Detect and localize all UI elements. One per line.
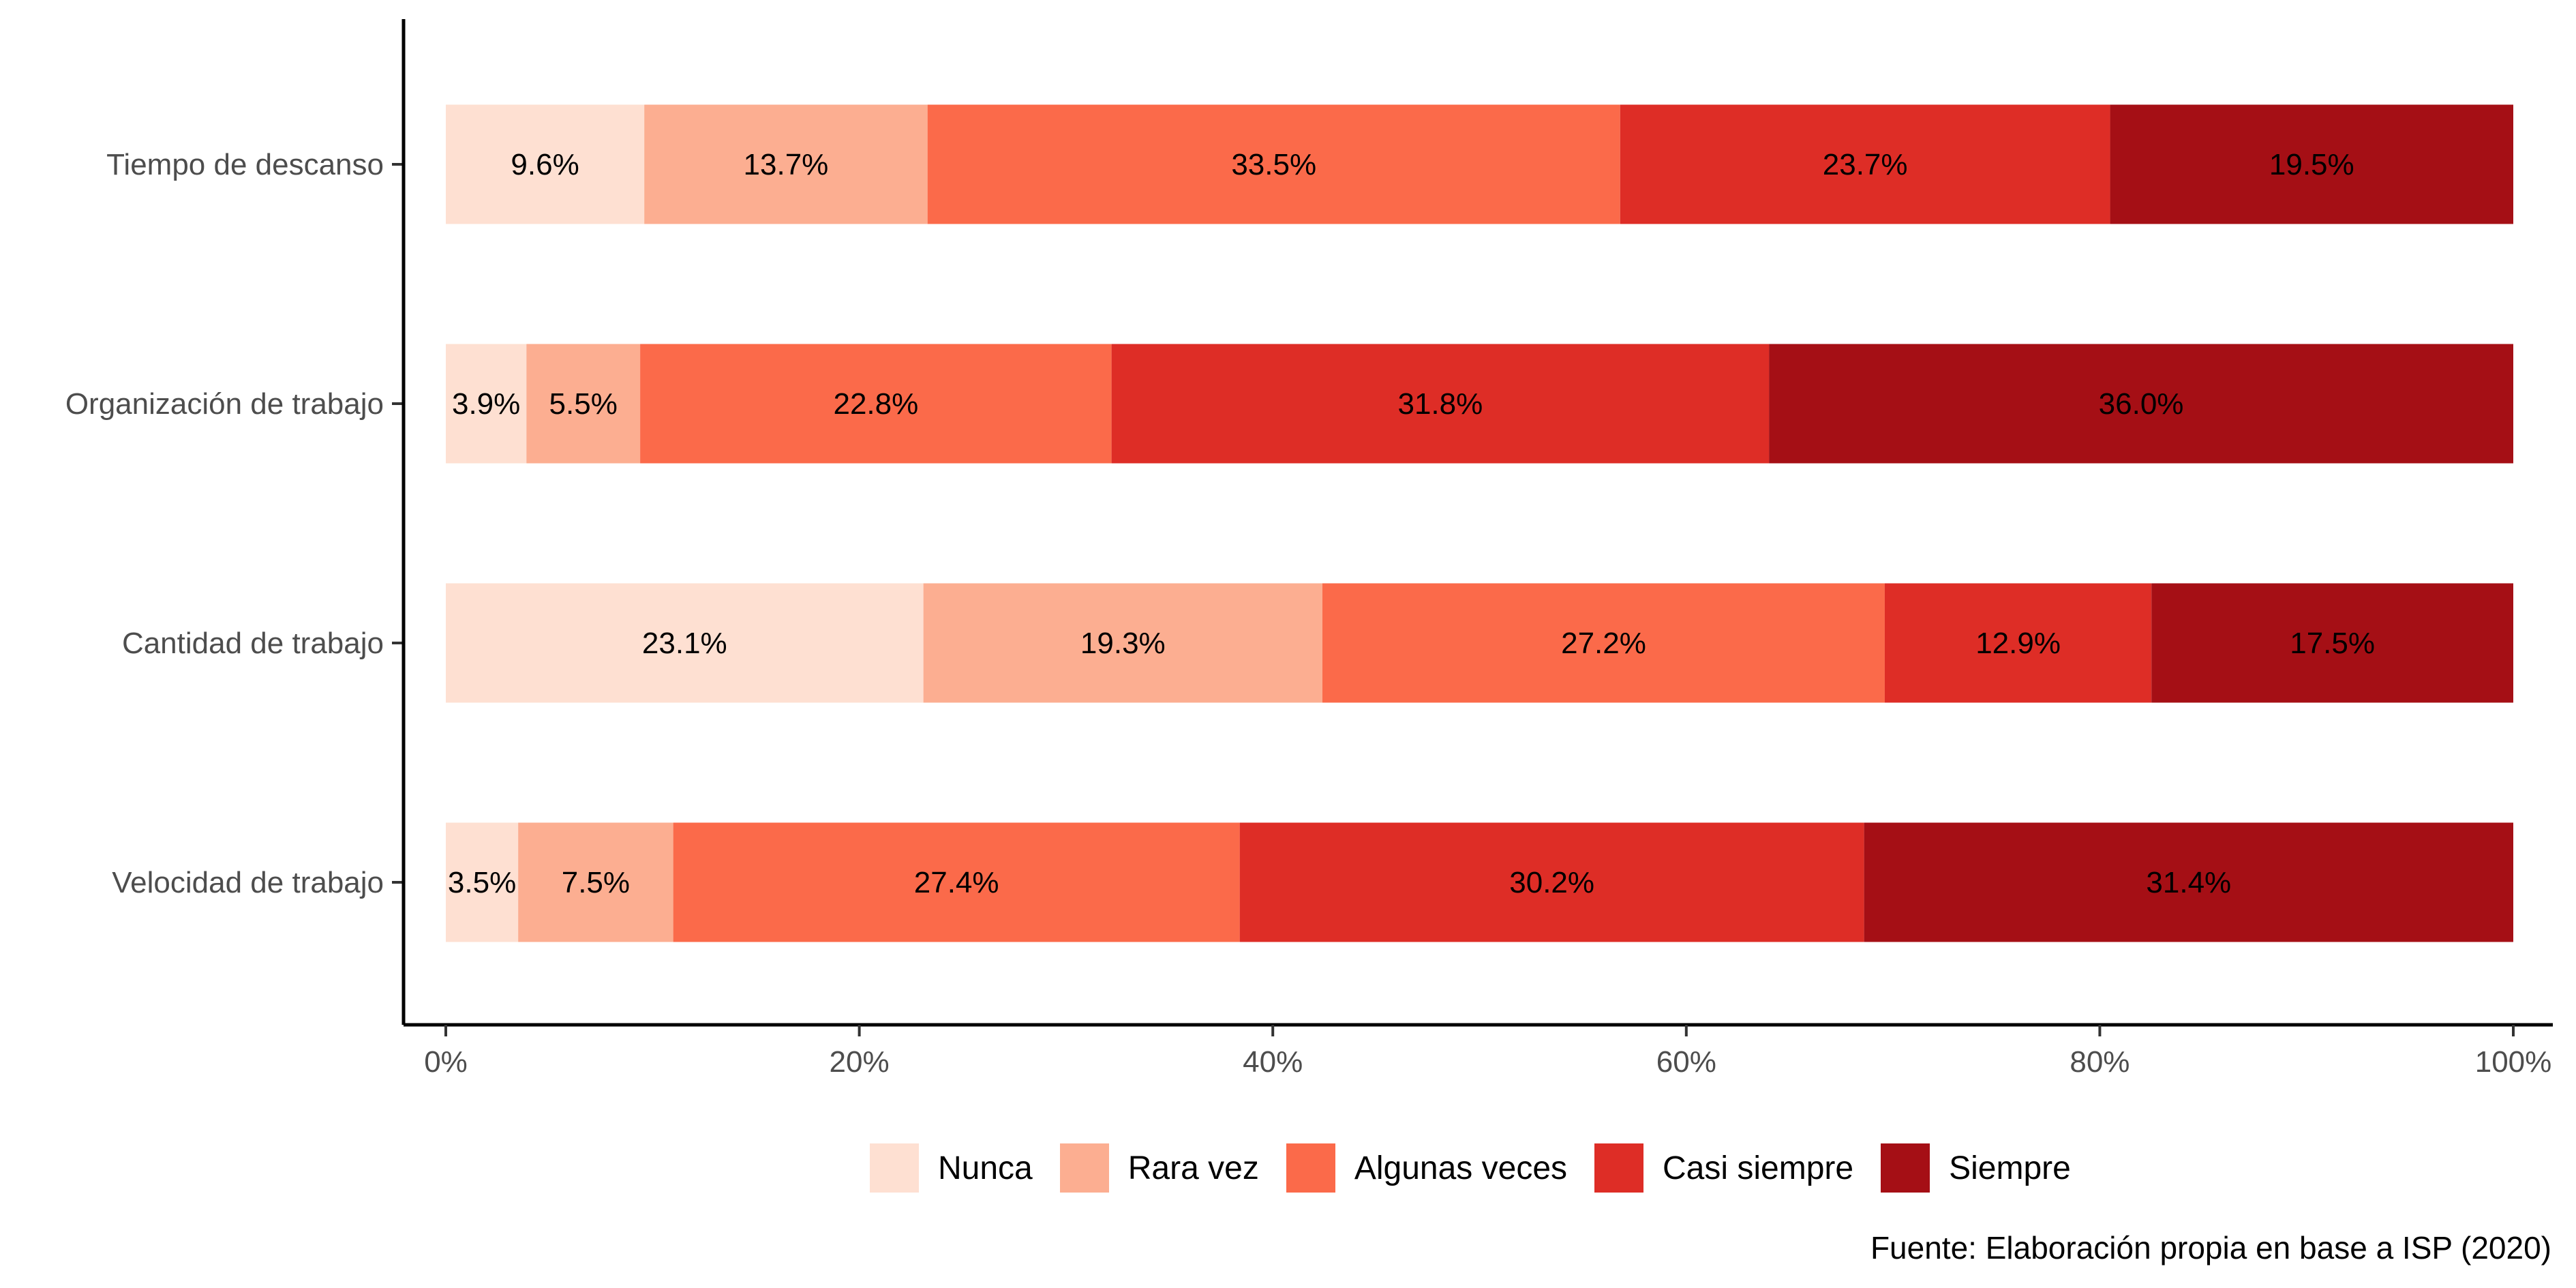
bar-segment: [1884, 583, 2152, 703]
data-label: 19.5%: [2269, 148, 2354, 181]
legend-item: Casi siempre: [1594, 1143, 1853, 1193]
legend-swatch: [1286, 1143, 1335, 1193]
legend-label: Nunca: [938, 1150, 1033, 1186]
x-tick-label: 60%: [1656, 1045, 1716, 1079]
category-label: Organización de trabajo: [65, 387, 384, 421]
data-label: 22.8%: [833, 387, 918, 421]
data-label: 7.5%: [562, 866, 630, 899]
bar-segment: [923, 583, 1322, 703]
category-label: Cantidad de trabajo: [122, 627, 384, 660]
bar-segment: [446, 822, 519, 942]
bar-segment: [446, 344, 527, 464]
bar-segment: [2110, 104, 2513, 224]
chart-caption: Fuente: Elaboración propia en base a ISP…: [1870, 1230, 2551, 1265]
category-label: Velocidad de trabajo: [112, 866, 384, 899]
bar-segment: [1769, 344, 2513, 464]
x-tick-label: 0%: [424, 1045, 468, 1079]
data-label: 3.9%: [452, 387, 520, 421]
x-tick-label: 100%: [2475, 1045, 2552, 1079]
data-label: 27.2%: [1561, 627, 1646, 660]
bar-segment: [640, 344, 1112, 464]
legend-swatch: [1594, 1143, 1644, 1193]
legend-label: Casi siempre: [1663, 1150, 1854, 1186]
legend-item: Algunas veces: [1286, 1143, 1567, 1193]
category-label: Tiempo de descanso: [106, 148, 384, 181]
data-label: 23.1%: [642, 627, 727, 660]
data-label: 31.4%: [2146, 866, 2231, 899]
legend-label: Siempre: [1949, 1150, 2071, 1186]
data-label: 36.0%: [2099, 387, 2184, 421]
data-label: 13.7%: [744, 148, 829, 181]
data-label: 19.3%: [1080, 627, 1166, 660]
bar-segment: [1322, 583, 1885, 703]
data-label: 5.5%: [549, 387, 618, 421]
legend-label: Rara vez: [1127, 1150, 1259, 1186]
bar-segment: [1864, 822, 2513, 942]
data-label: 27.4%: [914, 866, 999, 899]
legend-swatch: [870, 1143, 919, 1193]
data-label: 9.6%: [511, 148, 579, 181]
bar-segment: [2151, 583, 2513, 703]
bar-segment: [446, 583, 924, 703]
legend-item: Rara vez: [1059, 1143, 1259, 1193]
data-label: 31.8%: [1397, 387, 1483, 421]
x-tick-label: 80%: [2070, 1045, 2130, 1079]
bar-segment: [446, 104, 645, 224]
bar-segment: [518, 822, 673, 942]
legend-item: Nunca: [870, 1143, 1033, 1193]
legend-item: Siempre: [1881, 1143, 2071, 1193]
data-label: 23.7%: [1823, 148, 1908, 181]
x-tick-label: 20%: [830, 1045, 890, 1079]
bar-segment: [927, 104, 1620, 224]
legend-swatch: [1059, 1143, 1109, 1193]
bar-segment: [1239, 822, 1864, 942]
bar-segment: [644, 104, 928, 224]
legend-label: Algunas veces: [1354, 1150, 1568, 1186]
bar-segment: [673, 822, 1240, 942]
bar-segment: [526, 344, 641, 464]
x-tick-label: 40%: [1243, 1045, 1303, 1079]
bar-segment: [1111, 344, 1770, 464]
data-label: 17.5%: [2290, 627, 2375, 660]
data-label: 30.2%: [1509, 866, 1594, 899]
legend-swatch: [1881, 1143, 1930, 1193]
data-label: 12.9%: [1975, 627, 2061, 660]
bar-segment: [1620, 104, 2110, 224]
data-label: 3.5%: [448, 866, 516, 899]
chart-legend: Nunca Rara vez Algunas veces Casi siempre Si…: [870, 1141, 2098, 1195]
data-label: 33.5%: [1231, 148, 1316, 181]
